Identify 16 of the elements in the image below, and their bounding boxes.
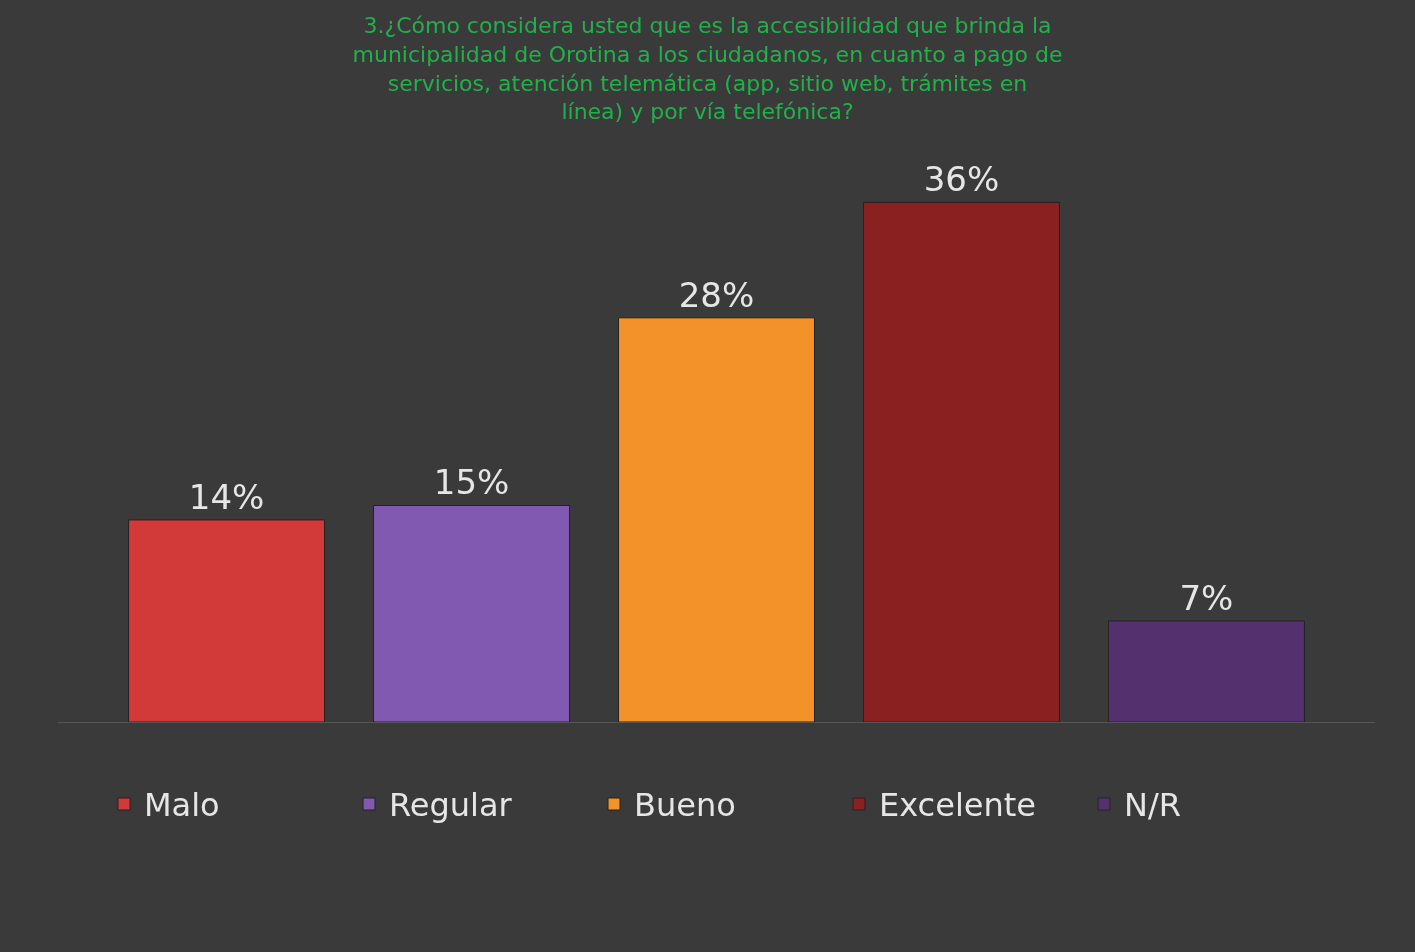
data-label: 28%	[678, 274, 755, 315]
bar	[1107, 620, 1305, 722]
chart-title: 3.¿Cómo considera usted que es la accesibilidad que brinda la municipalidad de Orotina a los ciudadanos, en cuanto a pago de servicios, atención telemática (app, sitio web, trámites en línea) y por vía telefónica?	[352, 13, 1063, 125]
data-label: 36%	[923, 159, 1000, 200]
legend-label: Excelente	[879, 786, 1036, 825]
bar	[373, 504, 571, 722]
bar	[128, 519, 326, 722]
legend-label: Malo	[144, 786, 220, 825]
bar	[618, 317, 815, 722]
legend-label: N/R	[1124, 786, 1181, 825]
data-label: 7%	[1179, 577, 1234, 618]
data-label: 14%	[188, 476, 265, 517]
legend-label: Bueno	[634, 786, 736, 825]
legend-label: Regular	[389, 786, 513, 825]
data-label: 15%	[433, 462, 510, 503]
bar	[862, 201, 1060, 722]
